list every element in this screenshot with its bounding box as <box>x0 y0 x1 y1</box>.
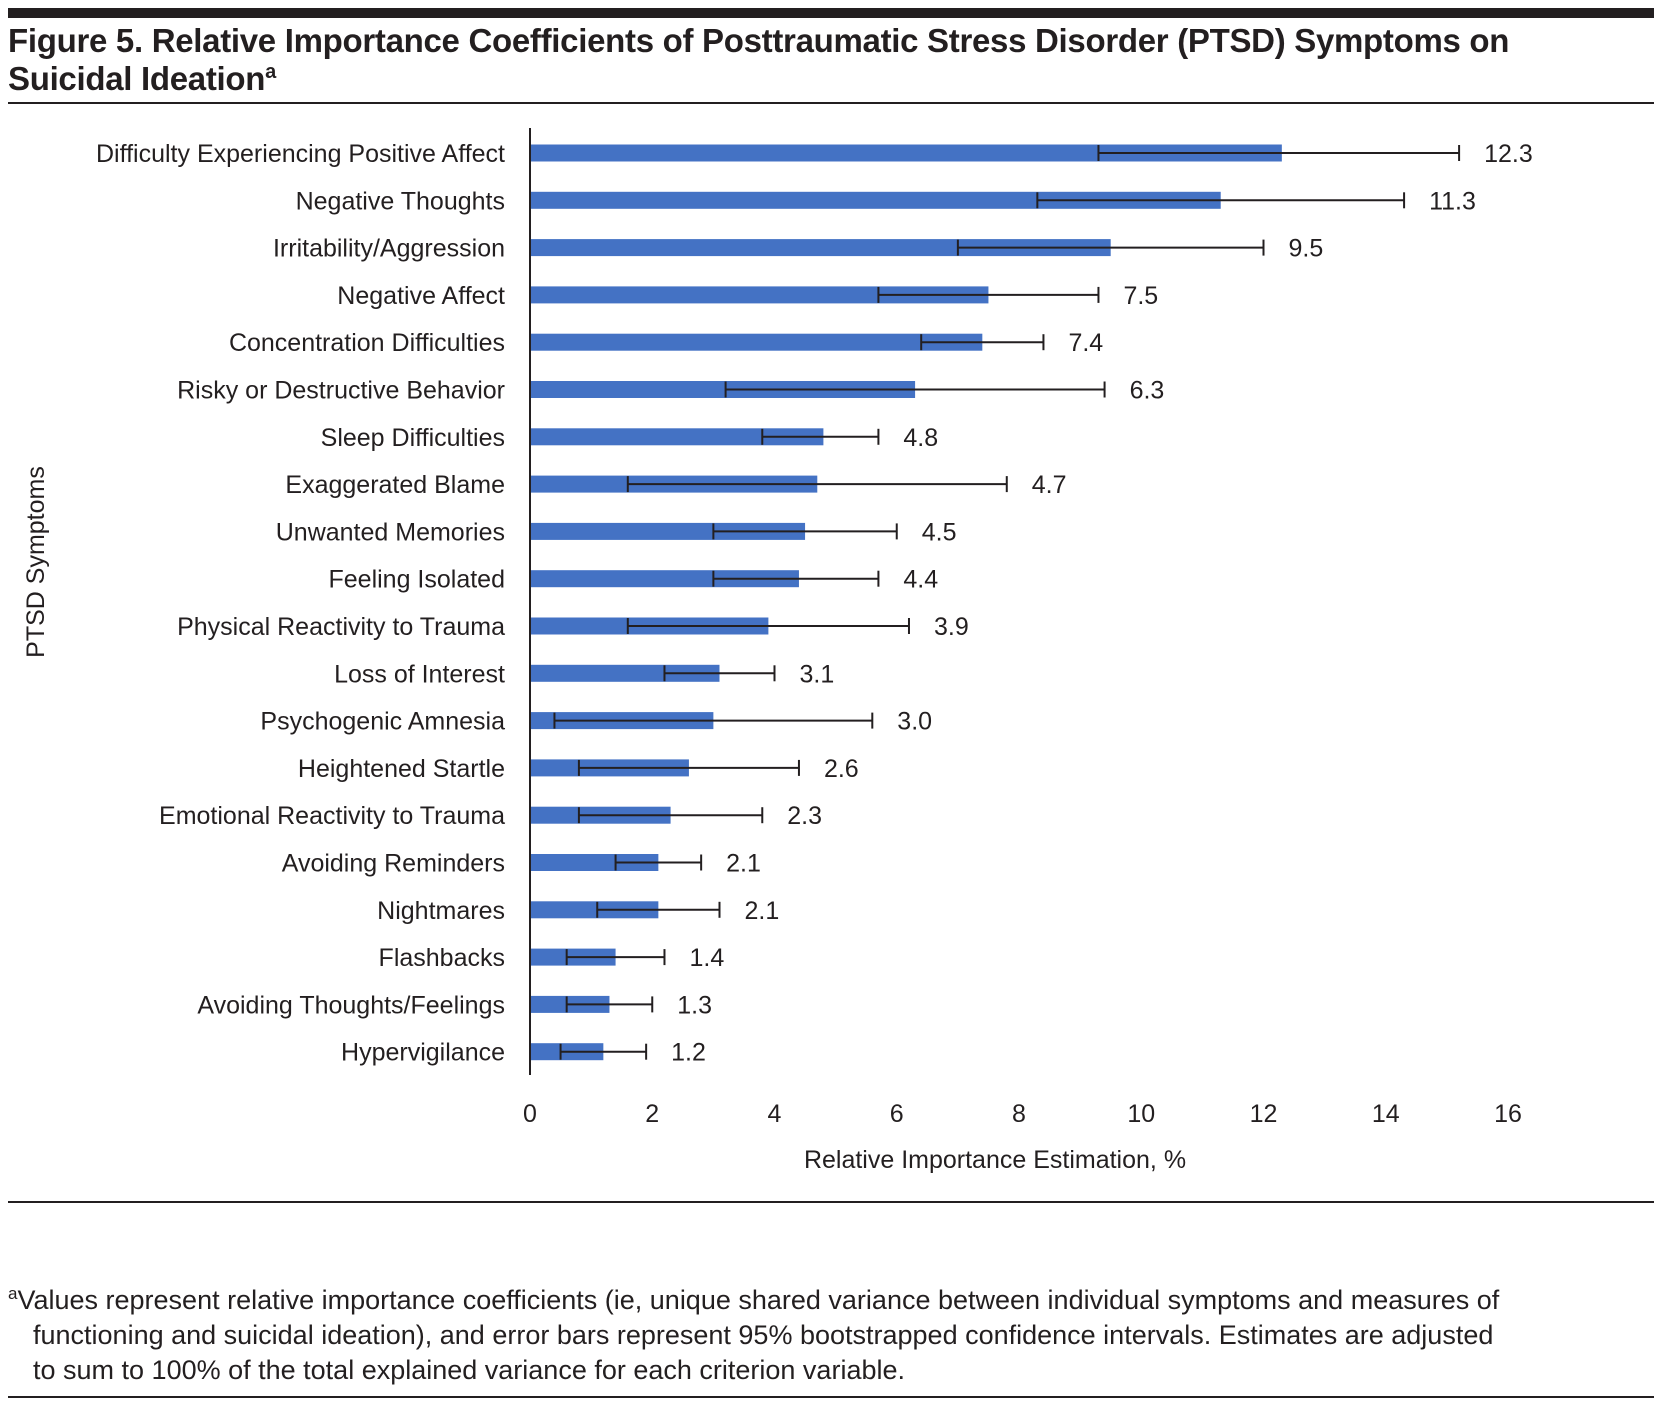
footnote-rule-bottom <box>8 1396 1654 1398</box>
bar <box>530 286 989 304</box>
category-label: Feeling Isolated <box>328 566 505 594</box>
category-label: Avoiding Thoughts/Feelings <box>197 991 505 1019</box>
bar <box>530 854 659 871</box>
bar <box>530 522 806 540</box>
bar <box>530 901 659 919</box>
data-label: 3.0 <box>897 708 932 736</box>
bar-chart: 12.3 11.3 9.5 7.5 7.4 6.3 4.8 4.7 4.5 4.4 3.9 3.1 3.… <box>22 128 1533 1174</box>
bar <box>530 570 799 588</box>
footnote-rule-top <box>8 1201 1654 1203</box>
category-label: Avoiding Reminders <box>282 850 505 878</box>
category-label: Physical Reactivity to Trauma <box>177 613 505 641</box>
x-tick-label: 10 <box>1127 1100 1155 1128</box>
title-line-2-text: Suicidal Ideation <box>8 60 266 97</box>
footnote: aValues represent relative importance co… <box>8 1283 1648 1388</box>
data-label: 7.5 <box>1123 282 1158 310</box>
data-label: 2.1 <box>744 897 779 925</box>
category-label: Hypervigilance <box>341 1039 505 1067</box>
category-label: Negative Affect <box>337 282 505 310</box>
category-label: Concentration Difficulties <box>229 329 505 357</box>
data-label: 2.3 <box>787 802 822 830</box>
x-axis-label: Relative Importance Estimation, % <box>804 1146 1186 1174</box>
footnote-text-1: Values represent relative importance coe… <box>17 1285 1500 1315</box>
footnote-marker: a <box>8 1284 18 1303</box>
data-label: 2.1 <box>726 850 761 878</box>
data-label: 11.3 <box>1429 187 1476 215</box>
bar <box>530 191 1221 209</box>
category-label: Sleep Difficulties <box>321 424 505 452</box>
x-tick-label: 14 <box>1372 1100 1400 1128</box>
data-label: 2.6 <box>824 755 859 783</box>
bars-layer: 12.3 11.3 9.5 7.5 7.4 6.3 4.8 4.7 4.5 4.4 3.9 3.1 3.… <box>530 140 1533 1067</box>
category-label: Loss of Interest <box>334 660 505 688</box>
category-label: Difficulty Experiencing Positive Affect <box>96 140 505 168</box>
x-axis: 0 2 4 6 8 10 12 14 16 <box>523 128 1522 1128</box>
data-label: 1.2 <box>671 1039 706 1067</box>
bar <box>530 381 916 398</box>
category-label: Exaggerated Blame <box>285 471 505 499</box>
category-labels: Difficulty Experiencing Positive Affect N… <box>96 140 505 1067</box>
footnote-line-2: functioning and suicidal ideation), and … <box>33 1320 1494 1350</box>
bar <box>530 144 1282 162</box>
x-tick-label: 4 <box>768 1100 782 1128</box>
data-label: 9.5 <box>1289 235 1324 263</box>
category-label: Flashbacks <box>379 944 505 972</box>
category-label: Negative Thoughts <box>296 187 505 215</box>
title-rule <box>8 102 1654 104</box>
data-label: 4.7 <box>1032 471 1067 499</box>
bar <box>530 428 824 446</box>
y-axis-label: PTSD Symptoms <box>22 466 50 658</box>
title-line-1: Figure 5. Relative Importance Coefficien… <box>8 22 1510 59</box>
figure-title: Figure 5. Relative Importance Coefficien… <box>8 22 1648 98</box>
data-label: 1.3 <box>677 991 712 1019</box>
x-tick-label: 0 <box>523 1100 537 1128</box>
data-label: 12.3 <box>1484 140 1533 168</box>
data-label: 3.9 <box>934 613 969 641</box>
category-label: Psychogenic Amnesia <box>260 708 505 736</box>
data-label: 6.3 <box>1130 377 1165 405</box>
data-label: 4.5 <box>922 518 957 546</box>
x-tick-label: 6 <box>890 1100 904 1128</box>
category-label: Unwanted Memories <box>276 518 505 546</box>
footnote-line-3: to sum to 100% of the total explained va… <box>33 1355 905 1385</box>
top-rule <box>8 8 1654 18</box>
category-label: Emotional Reactivity to Trauma <box>159 802 505 830</box>
x-tick-label: 2 <box>645 1100 659 1128</box>
category-label: Nightmares <box>377 897 505 925</box>
title-line-2: Suicidal Ideationa <box>8 60 1648 98</box>
category-label: Irritability/Aggression <box>273 235 505 263</box>
bar <box>530 333 983 351</box>
footnote-line-1: aValues represent relative importance co… <box>8 1283 1648 1318</box>
data-label: 7.4 <box>1068 329 1103 357</box>
x-tick-label: 12 <box>1250 1100 1278 1128</box>
x-tick-label: 8 <box>1012 1100 1026 1128</box>
data-label: 4.8 <box>903 424 938 452</box>
bar <box>530 664 720 682</box>
data-label: 3.1 <box>800 660 835 688</box>
data-label: 1.4 <box>689 944 724 972</box>
data-label: 4.4 <box>903 566 938 594</box>
title-superscript: a <box>265 61 276 83</box>
x-tick-label: 16 <box>1494 1100 1522 1128</box>
category-label: Risky or Destructive Behavior <box>177 377 505 405</box>
bar <box>530 239 1111 257</box>
category-label: Heightened Startle <box>298 755 505 783</box>
